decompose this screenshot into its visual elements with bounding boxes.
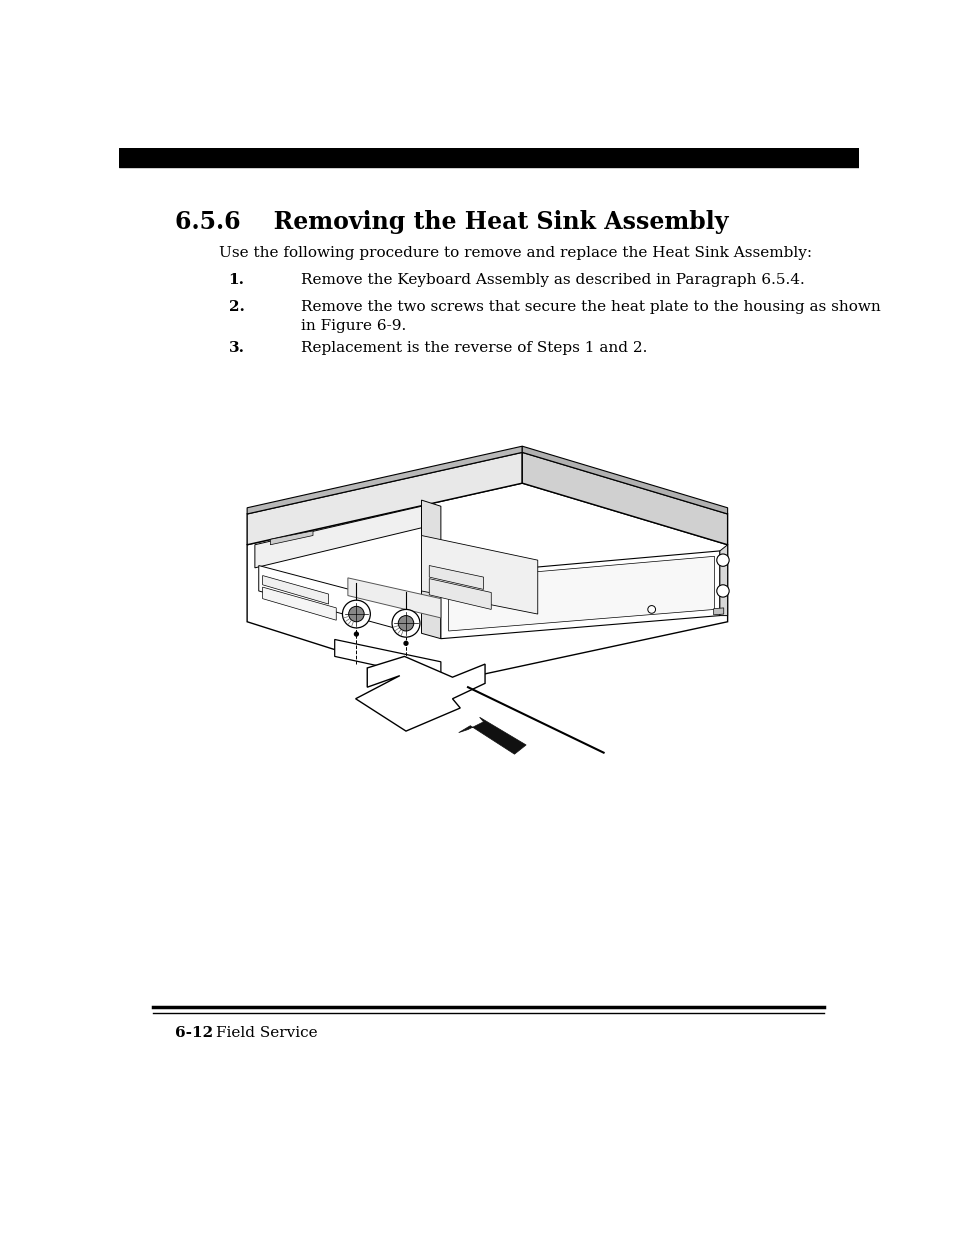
Polygon shape: [348, 578, 440, 618]
Polygon shape: [448, 556, 714, 631]
Text: Remove the Keyboard Assembly as described in Paragraph 6.5.4.: Remove the Keyboard Assembly as describe…: [300, 273, 803, 287]
Polygon shape: [355, 656, 484, 731]
Polygon shape: [713, 608, 723, 615]
Polygon shape: [335, 640, 440, 679]
Polygon shape: [254, 506, 421, 568]
Polygon shape: [521, 446, 727, 514]
Circle shape: [647, 605, 655, 614]
Circle shape: [348, 606, 364, 621]
Text: 6.5.6    Removing the Heat Sink Assembly: 6.5.6 Removing the Heat Sink Assembly: [174, 210, 728, 233]
Bar: [119, 148, 858, 168]
Text: Use the following procedure to remove and replace the Heat Sink Assembly:: Use the following procedure to remove an…: [219, 246, 812, 261]
Text: 1.: 1.: [229, 273, 244, 287]
Circle shape: [392, 609, 419, 637]
Circle shape: [716, 585, 728, 597]
Text: 3.: 3.: [229, 341, 244, 354]
Circle shape: [355, 632, 358, 636]
Polygon shape: [270, 531, 313, 545]
Text: Field Service: Field Service: [216, 1026, 317, 1040]
Polygon shape: [421, 500, 440, 638]
Text: Remove the two screws that secure the heat plate to the housing as shown
in Figu: Remove the two screws that secure the he…: [300, 300, 880, 333]
Circle shape: [397, 615, 414, 631]
Polygon shape: [247, 483, 727, 683]
Circle shape: [342, 600, 370, 627]
Polygon shape: [421, 536, 537, 614]
Polygon shape: [258, 566, 414, 634]
Polygon shape: [262, 587, 335, 620]
Polygon shape: [247, 452, 521, 545]
Polygon shape: [247, 446, 521, 514]
Text: 2.: 2.: [229, 300, 244, 314]
Polygon shape: [720, 545, 727, 615]
Circle shape: [716, 555, 728, 567]
Polygon shape: [429, 566, 483, 589]
Circle shape: [404, 641, 408, 645]
Polygon shape: [262, 576, 328, 604]
Text: Replacement is the reverse of Steps 1 and 2.: Replacement is the reverse of Steps 1 an…: [300, 341, 646, 354]
Polygon shape: [440, 551, 720, 638]
Polygon shape: [429, 579, 491, 609]
Text: 6-12: 6-12: [174, 1026, 213, 1040]
Polygon shape: [521, 452, 727, 545]
Polygon shape: [458, 718, 525, 755]
